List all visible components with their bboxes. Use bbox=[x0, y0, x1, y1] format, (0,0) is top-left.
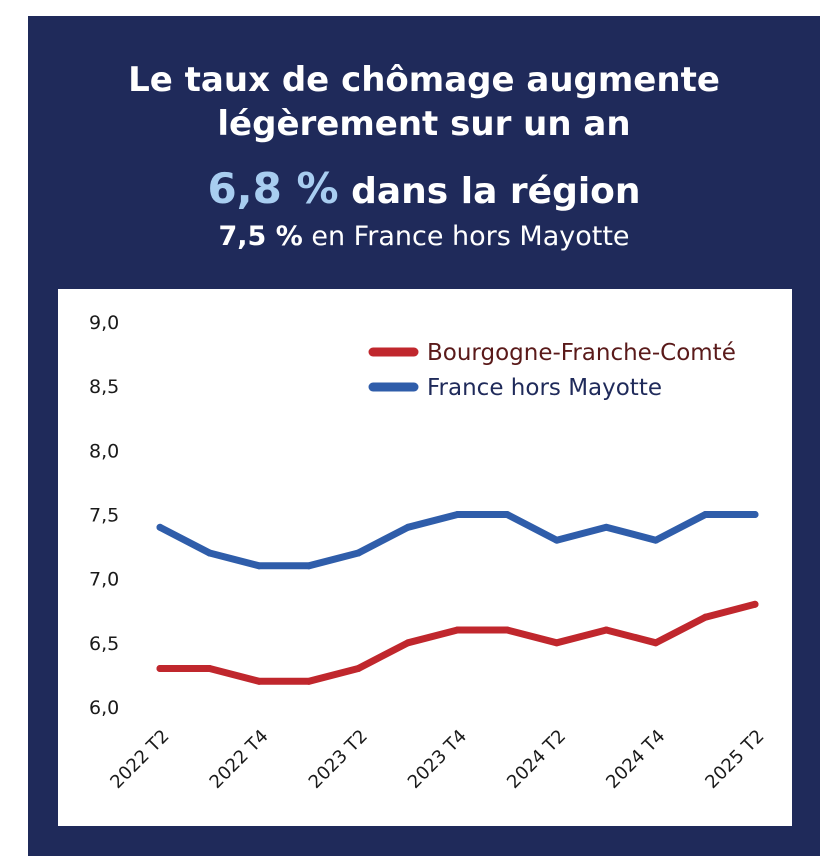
data-point bbox=[156, 665, 164, 672]
data-point bbox=[206, 549, 214, 557]
y-tick-label: 9,0 bbox=[89, 312, 119, 334]
data-point bbox=[602, 626, 610, 634]
data-point bbox=[156, 523, 164, 531]
y-tick-label: 8,0 bbox=[89, 440, 119, 462]
series-line-france-hors-mayotte bbox=[156, 511, 759, 570]
data-point bbox=[652, 639, 660, 647]
infographic-panel: Le taux de chômage augmente légèrement s… bbox=[28, 16, 820, 856]
y-axis-ticks: 9,0 8,5 8,0 7,5 7,0 6,5 6,0 bbox=[89, 312, 119, 719]
data-point bbox=[553, 639, 561, 647]
region-rate-headline: 6,8 % dans la région bbox=[28, 166, 820, 215]
x-tick-label: 2022 T2 bbox=[106, 726, 173, 793]
y-tick-label: 8,5 bbox=[89, 376, 119, 398]
data-point bbox=[454, 511, 461, 518]
data-point bbox=[206, 665, 214, 672]
y-tick-label: 7,0 bbox=[89, 569, 119, 591]
x-tick-label: 2023 T4 bbox=[404, 726, 471, 793]
data-point bbox=[751, 511, 759, 518]
line-chart: 9,0 8,5 8,0 7,5 7,0 6,5 6,0 2022 T2 2022 T4 2023… bbox=[58, 289, 792, 826]
x-axis-ticks: 2022 T2 2022 T4 2023 T2 2023 T4 2024 T2 2024 … bbox=[106, 726, 768, 793]
title-line-1: Le taux de chômage augmente bbox=[128, 60, 720, 100]
data-point bbox=[354, 665, 362, 672]
france-rate-subline: 7,5 % en France hors Mayotte bbox=[28, 220, 820, 254]
data-point bbox=[404, 639, 412, 647]
x-tick-label: 2024 T4 bbox=[602, 726, 669, 793]
y-tick-label: 6,0 bbox=[89, 697, 119, 719]
france-rate-value: 7,5 % bbox=[218, 221, 303, 252]
x-tick-label: 2022 T4 bbox=[206, 726, 273, 793]
legend-label: Bourgogne-Franche-Comté bbox=[427, 340, 736, 366]
data-point bbox=[305, 562, 313, 570]
y-tick-label: 7,5 bbox=[89, 505, 119, 527]
series-line-bourgogne-franche-comte bbox=[156, 600, 759, 685]
series-lines bbox=[156, 511, 759, 685]
data-point bbox=[503, 511, 511, 518]
chart-legend: Bourgogne-Franche-Comté France hors Mayot… bbox=[368, 340, 736, 401]
y-tick-label: 6,5 bbox=[89, 633, 119, 655]
data-point bbox=[701, 511, 709, 518]
data-point bbox=[652, 536, 660, 544]
region-rate-value: 6,8 % bbox=[207, 164, 339, 213]
title-line-2: légèrement sur un an bbox=[217, 104, 631, 144]
infographic-title: Le taux de chômage augmente légèrement s… bbox=[28, 58, 820, 146]
x-tick-label: 2025 T2 bbox=[701, 726, 768, 793]
line-chart-svg: 9,0 8,5 8,0 7,5 7,0 6,5 6,0 2022 T2 2022 T4 2023… bbox=[89, 312, 769, 793]
data-point bbox=[602, 523, 610, 531]
data-point bbox=[454, 626, 461, 634]
region-rate-text: dans la région bbox=[338, 171, 641, 212]
data-point bbox=[255, 562, 263, 570]
data-point bbox=[751, 600, 759, 608]
data-point bbox=[255, 677, 263, 685]
data-point bbox=[553, 536, 561, 544]
data-point bbox=[305, 677, 313, 685]
data-point bbox=[404, 523, 412, 531]
data-point bbox=[503, 626, 511, 634]
x-tick-label: 2024 T2 bbox=[503, 726, 570, 793]
x-tick-label: 2023 T2 bbox=[305, 726, 372, 793]
france-rate-text: en France hors Mayotte bbox=[302, 221, 630, 252]
data-point bbox=[701, 613, 709, 621]
data-point bbox=[354, 549, 362, 557]
legend-label: France hors Mayotte bbox=[427, 375, 662, 401]
